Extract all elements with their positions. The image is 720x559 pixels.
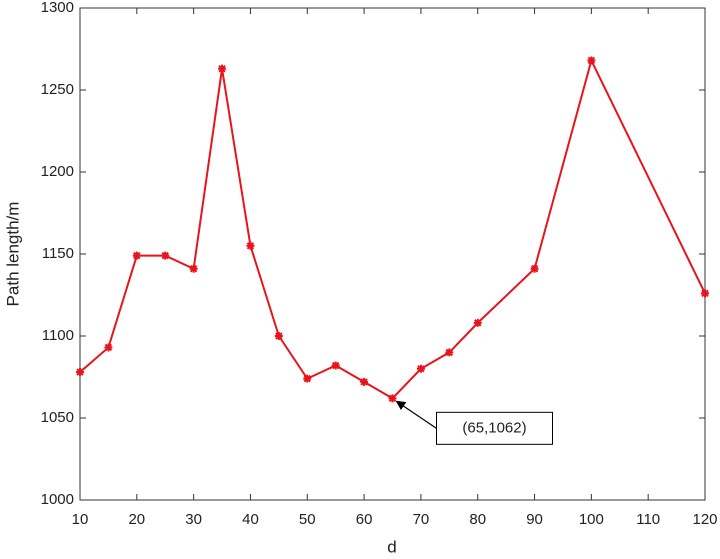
y-tick-label: 1000 xyxy=(41,491,74,508)
marker xyxy=(360,377,369,386)
x-tick-label: 10 xyxy=(72,511,89,528)
x-tick-label: 50 xyxy=(299,511,316,528)
marker xyxy=(445,348,454,357)
marker xyxy=(331,361,340,370)
y-tick-label: 1150 xyxy=(42,245,74,262)
x-tick-label: 80 xyxy=(469,511,486,528)
x-tick-label: 60 xyxy=(356,511,373,528)
marker xyxy=(530,264,539,273)
y-axis-label: Path length/m xyxy=(3,202,22,307)
y-tick-label: 1200 xyxy=(41,163,74,180)
marker xyxy=(303,374,312,383)
x-tick-label: 70 xyxy=(413,511,430,528)
x-tick-label: 90 xyxy=(526,511,543,528)
x-tick-label: 100 xyxy=(579,511,604,528)
marker xyxy=(104,343,113,352)
marker xyxy=(587,56,596,65)
y-tick-label: 1250 xyxy=(41,81,74,98)
marker xyxy=(701,289,709,298)
y-tick-label: 1100 xyxy=(42,327,74,344)
plot-frame xyxy=(79,7,706,501)
marker xyxy=(132,251,141,260)
x-tick-label: 30 xyxy=(185,511,202,528)
x-tick-label: 120 xyxy=(692,511,717,528)
marker xyxy=(189,264,198,273)
y-tick-label: 1050 xyxy=(41,409,74,426)
annotation-box xyxy=(436,411,553,445)
marker xyxy=(416,364,425,373)
annotation-arrow xyxy=(395,400,437,429)
x-axis-label: d xyxy=(387,537,396,556)
marker xyxy=(388,394,397,403)
line xyxy=(79,57,706,400)
x-tick-label: 20 xyxy=(128,511,145,528)
marker xyxy=(218,64,227,73)
marker xyxy=(274,332,283,340)
marker xyxy=(473,318,482,327)
x-tick-label: 40 xyxy=(242,511,259,528)
marker xyxy=(76,368,84,377)
x-tick-label: 110 xyxy=(636,511,660,528)
marker xyxy=(246,241,255,250)
y-tick-label: 1300 xyxy=(41,0,74,16)
marker xyxy=(161,251,170,260)
annotation-text: (65,1062) xyxy=(462,419,526,436)
